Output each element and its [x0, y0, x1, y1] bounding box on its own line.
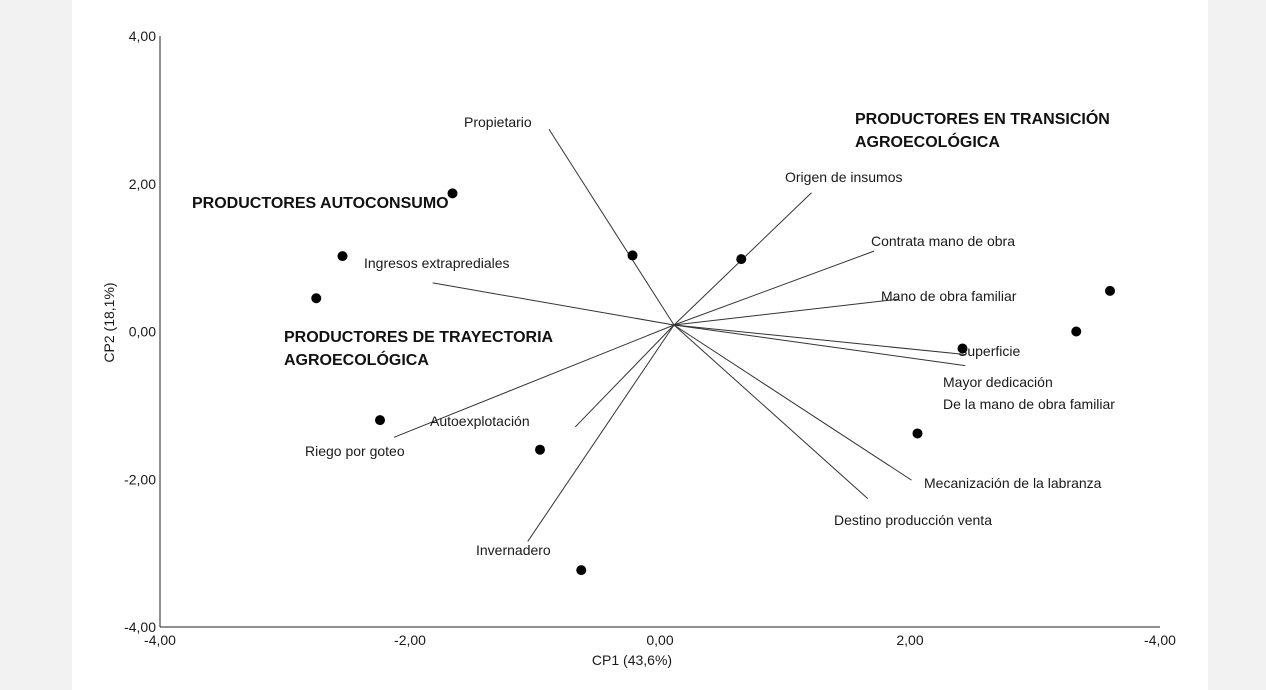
data-point — [736, 254, 747, 265]
vector-label: Mano de obra familiar — [881, 288, 1017, 304]
vector-label: Propietario — [464, 114, 532, 130]
data-point — [627, 250, 638, 261]
group-annotation: PRODUCTORES AUTOCONSUMO — [192, 195, 449, 212]
vector-label: Destino producción venta — [834, 512, 992, 528]
loading-vector — [673, 298, 900, 326]
vector-label: Contrata mano de obra — [871, 233, 1015, 249]
vector-label: Mayor dedicación De la mano de obra famil… — [943, 374, 1115, 412]
data-point — [311, 293, 322, 304]
data-point — [447, 188, 458, 199]
loading-vector — [393, 324, 675, 438]
x-tick-label: -4,00 — [1144, 632, 1176, 648]
vector-label: Autoexplotación — [430, 413, 530, 429]
y-tick-label: 0,00 — [129, 324, 156, 340]
y-tick-label: 2,00 — [129, 176, 156, 192]
loading-vector — [432, 282, 675, 326]
vector-label: Ingresos extraprediales — [364, 255, 510, 271]
x-axis-title: CP1 (43,6%) — [592, 652, 672, 668]
loading-vector — [527, 324, 675, 542]
chart-panel: 4,00 2,00 0,00 -2,00 -4,00 -4,00 -2,00 0,00 2,00… — [72, 0, 1208, 690]
y-tick-label: 4,00 — [129, 28, 156, 44]
loading-vector — [548, 128, 675, 326]
data-point — [337, 251, 348, 262]
loading-vector — [673, 324, 869, 499]
data-point — [535, 444, 545, 455]
group-annotation: PRODUCTORES EN TRANSICIÓN AGROECOLÓGICA — [855, 109, 1110, 151]
x-tick-label: 2,00 — [896, 632, 923, 648]
y-tick-label: -2,00 — [124, 471, 156, 487]
data-point — [912, 428, 923, 439]
y-axis-title: CP2 (18,1%) — [101, 282, 117, 362]
vector-label: Invernadero — [476, 542, 551, 558]
pca-biplot: 4,002,000,00-2,00-4,00-4,00 -2,00 0,00 2,00… — [101, 28, 1176, 668]
loading-vector — [673, 250, 875, 326]
vector-label: Riego por goteo — [305, 443, 405, 459]
vector-label: Superficie — [958, 343, 1020, 359]
x-tick-label: -2,00 — [394, 632, 426, 648]
vector-label: Origen de insumos — [785, 169, 903, 185]
loading-vector — [673, 324, 966, 367]
vector-label: Mecanización de la labranza — [924, 475, 1102, 491]
loading-vector — [673, 324, 966, 356]
data-point — [375, 415, 385, 426]
loading-vector — [673, 324, 912, 481]
data-point — [957, 343, 968, 354]
data-point — [1071, 326, 1082, 337]
x-tick-label: -4,00 — [144, 632, 176, 648]
group-annotation: PRODUCTORES DE TRAYECTORIA AGROECOLÓGICA — [284, 329, 554, 369]
data-point — [1105, 285, 1115, 296]
x-tick-label: 0,00 — [646, 632, 673, 648]
data-point — [576, 565, 587, 576]
loading-vector — [574, 324, 675, 428]
y-tick-label: -4,00 — [124, 619, 156, 635]
